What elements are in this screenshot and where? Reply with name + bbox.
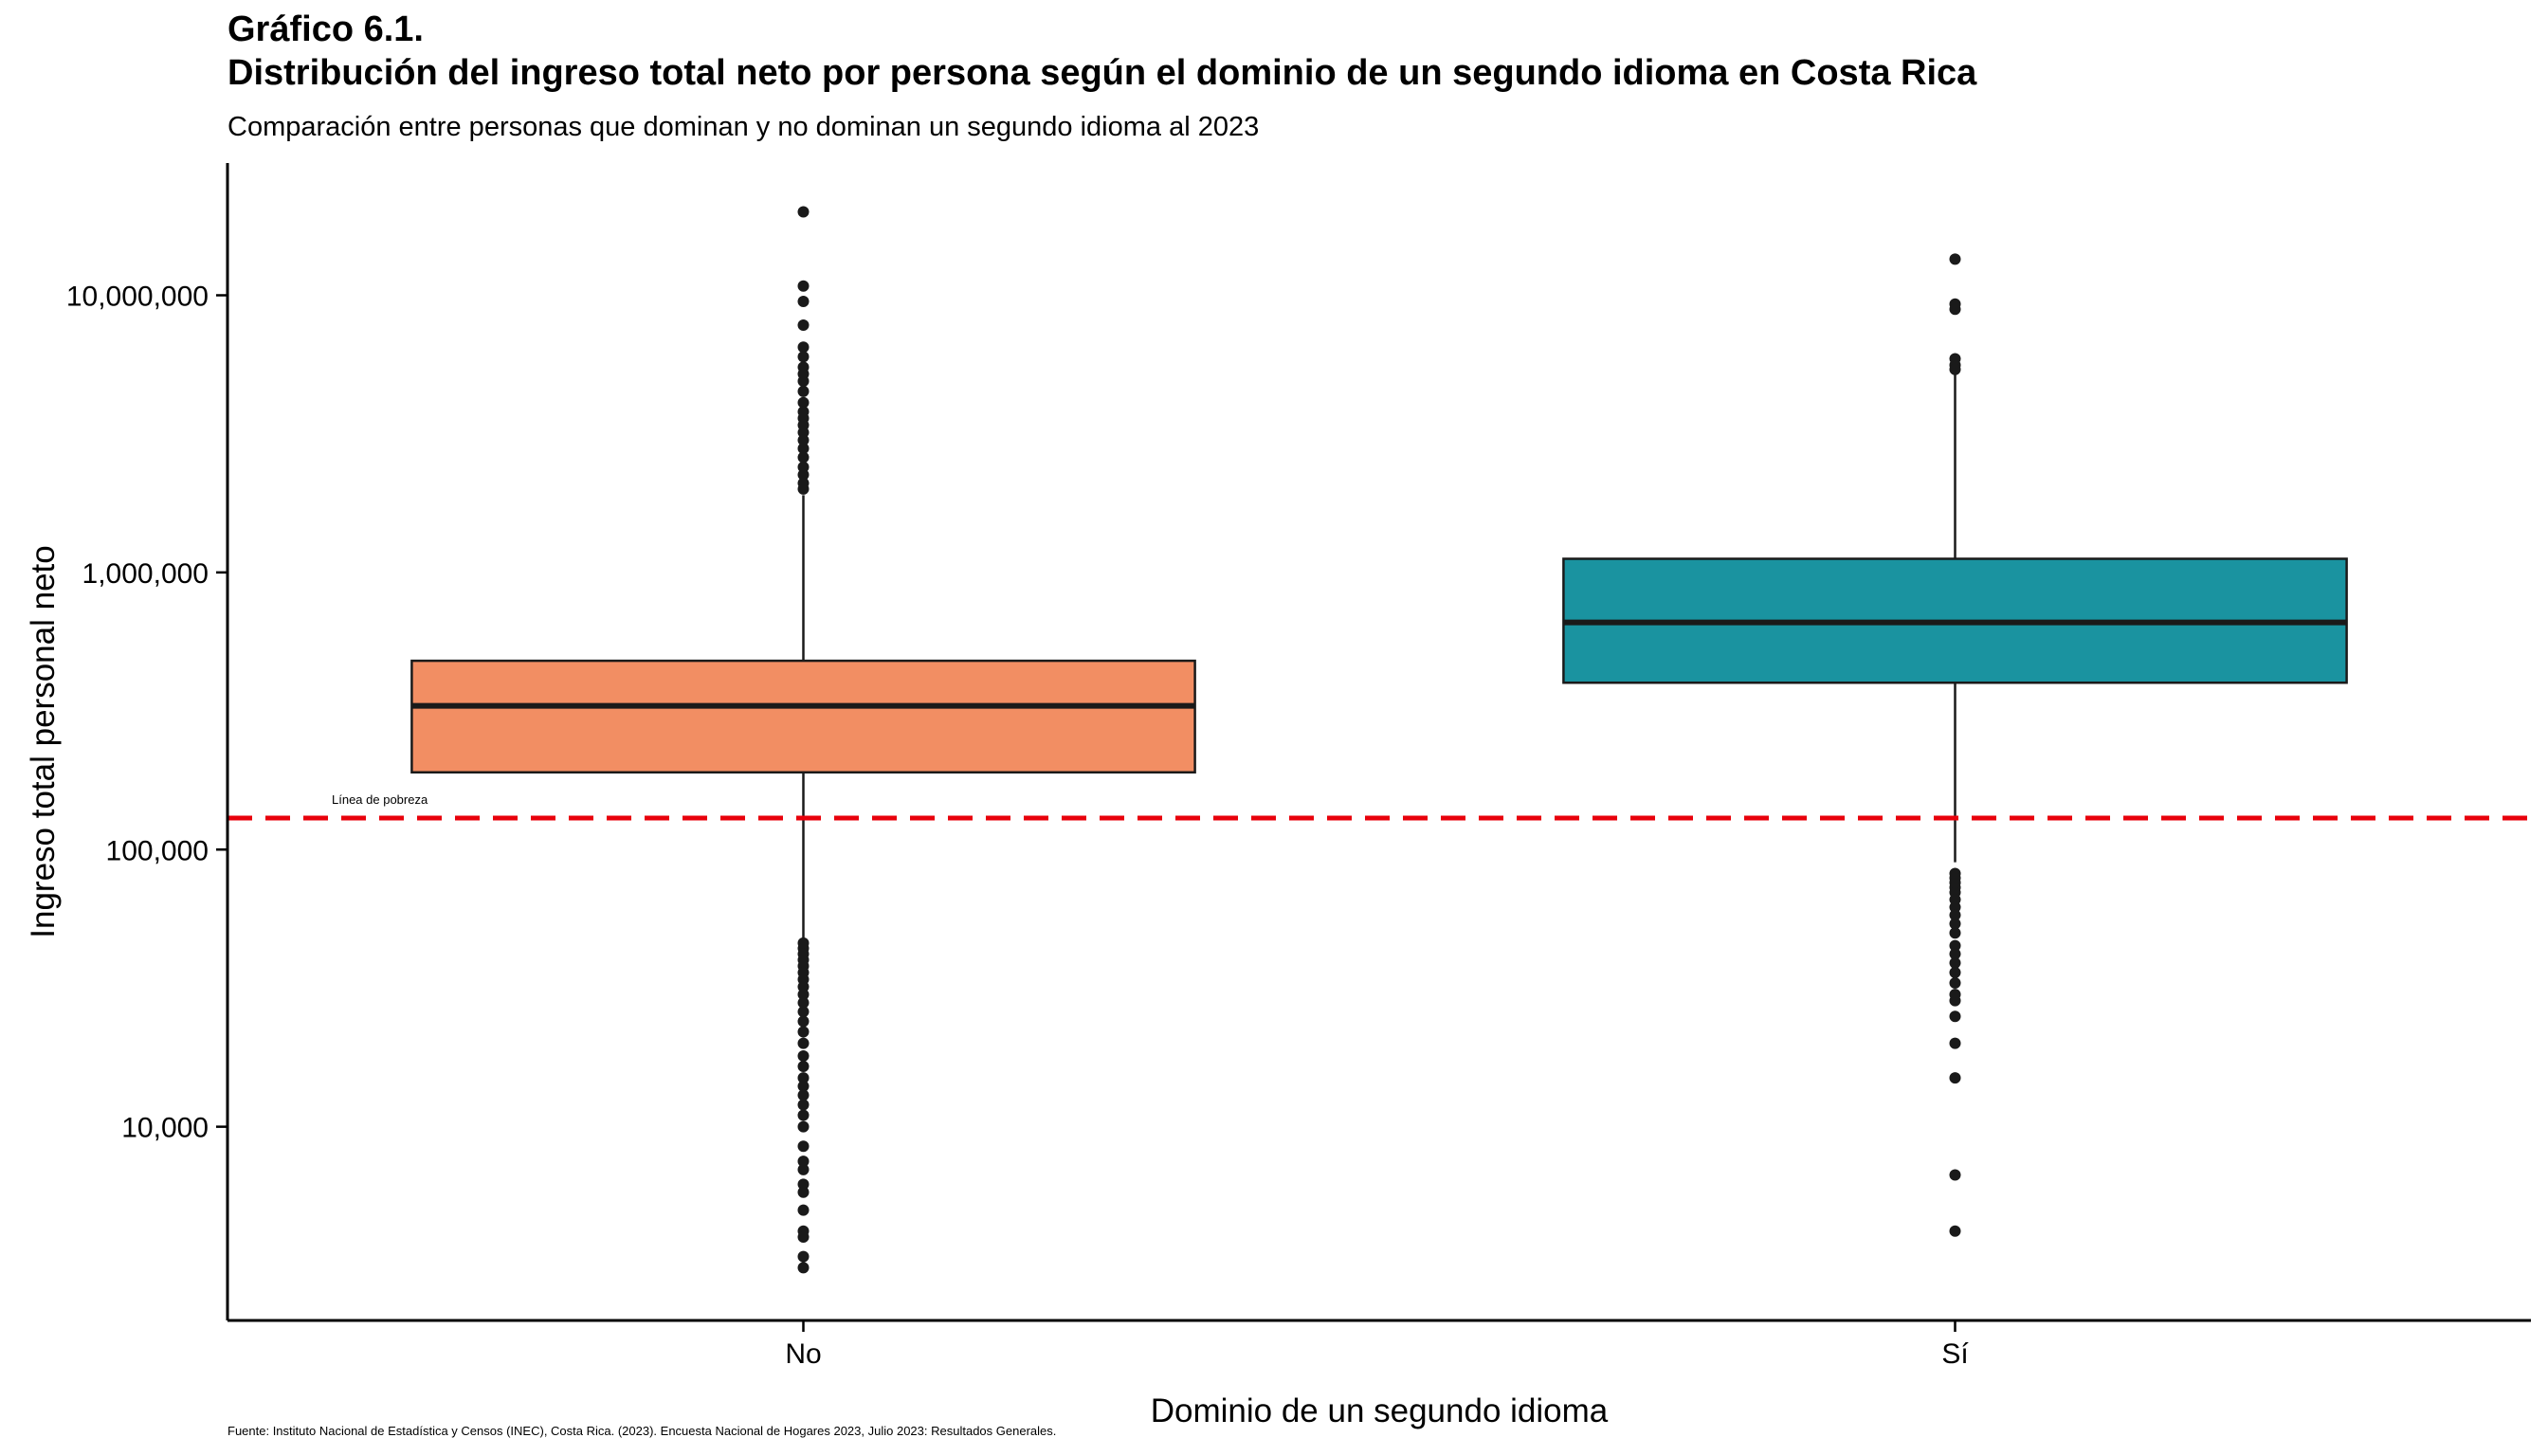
outlier-point-no bbox=[797, 443, 810, 455]
outlier-point-no bbox=[797, 341, 810, 354]
outlier-point-si bbox=[1949, 927, 1961, 939]
poverty-line-label: Línea de pobreza bbox=[332, 792, 428, 807]
outlier-point-no bbox=[797, 1061, 810, 1073]
y-tick-label: 1,000,000 bbox=[82, 558, 209, 590]
outlier-point-si bbox=[1949, 1010, 1961, 1023]
y-tick-label: 100,000 bbox=[106, 835, 209, 866]
outlier-point-si bbox=[1949, 956, 1961, 969]
outlier-point-no bbox=[797, 996, 810, 1009]
chart-title-line2: Distribución del ingreso total neto por … bbox=[228, 53, 1977, 93]
outlier-point-si bbox=[1949, 1225, 1961, 1237]
outlier-point-no bbox=[797, 1015, 810, 1028]
outlier-point-si bbox=[1949, 977, 1961, 990]
y-axis-title: Ingreso total personal neto bbox=[25, 545, 62, 937]
outlier-point-no bbox=[797, 1109, 810, 1121]
outlier-point-no bbox=[797, 396, 810, 409]
outlier-point-no bbox=[797, 1140, 810, 1153]
outlier-point-no bbox=[797, 385, 810, 397]
outlier-point-si bbox=[1949, 1037, 1961, 1049]
outlier-point-no bbox=[797, 1178, 810, 1191]
y-tick-label: 10,000,000 bbox=[66, 282, 209, 313]
outlier-point-si bbox=[1949, 363, 1961, 375]
outlier-point-no bbox=[797, 1250, 810, 1263]
chart-subtitle: Comparación entre personas que dominan y… bbox=[228, 112, 1260, 142]
x-axis-title: Dominio de un segundo idioma bbox=[1151, 1392, 1609, 1429]
outlier-point-si bbox=[1949, 918, 1961, 930]
outlier-point-no bbox=[797, 1037, 810, 1049]
outlier-point-no bbox=[797, 1006, 810, 1018]
outlier-point-no bbox=[797, 319, 810, 332]
outlier-point-no bbox=[797, 1230, 810, 1243]
box-no bbox=[410, 659, 1196, 774]
outlier-point-si bbox=[1949, 1072, 1961, 1084]
outlier-point-no bbox=[797, 1204, 810, 1216]
outlier-point-no bbox=[797, 1262, 810, 1274]
outlier-point-no bbox=[797, 1080, 810, 1092]
outlier-point-si bbox=[1949, 909, 1961, 921]
outlier-point-si bbox=[1949, 1169, 1961, 1181]
outlier-point-no bbox=[797, 434, 810, 446]
outlier-point-no bbox=[797, 468, 810, 481]
outlier-point-si bbox=[1949, 253, 1961, 265]
outlier-point-no bbox=[797, 1072, 810, 1084]
chart-title-line1: Gráfico 6.1. bbox=[228, 9, 424, 49]
y-tick-label: 10,000 bbox=[121, 1113, 209, 1144]
outlier-point-no bbox=[797, 451, 810, 464]
outlier-point-si bbox=[1949, 901, 1961, 913]
outlier-point-no bbox=[797, 482, 810, 495]
outlier-point-no bbox=[797, 1163, 810, 1175]
outlier-point-si bbox=[1949, 939, 1961, 952]
outlier-point-si bbox=[1949, 948, 1961, 960]
outlier-point-no bbox=[797, 351, 810, 363]
outlier-point-si bbox=[1949, 303, 1961, 316]
outlier-point-no bbox=[797, 1120, 810, 1133]
x-tick-label: No bbox=[785, 1338, 821, 1370]
outlier-point-no bbox=[797, 1049, 810, 1062]
outlier-point-no bbox=[797, 206, 810, 218]
outlier-point-si bbox=[1949, 994, 1961, 1007]
outlier-point-no bbox=[797, 280, 810, 292]
x-tick-label: Sí bbox=[1941, 1338, 1969, 1370]
outlier-point-si bbox=[1949, 966, 1961, 978]
outlier-point-no bbox=[797, 1089, 810, 1101]
outlier-point-no bbox=[797, 296, 810, 308]
outlier-point-no bbox=[797, 989, 810, 1001]
outlier-point-no bbox=[797, 1099, 810, 1111]
outlier-point-no bbox=[797, 1156, 810, 1168]
outlier-point-no bbox=[797, 1026, 810, 1038]
outlier-point-no bbox=[797, 1186, 810, 1198]
outlier-point-no bbox=[797, 375, 810, 388]
source-caption: Fuente: Instituto Nacional de Estadístic… bbox=[228, 1424, 1057, 1438]
